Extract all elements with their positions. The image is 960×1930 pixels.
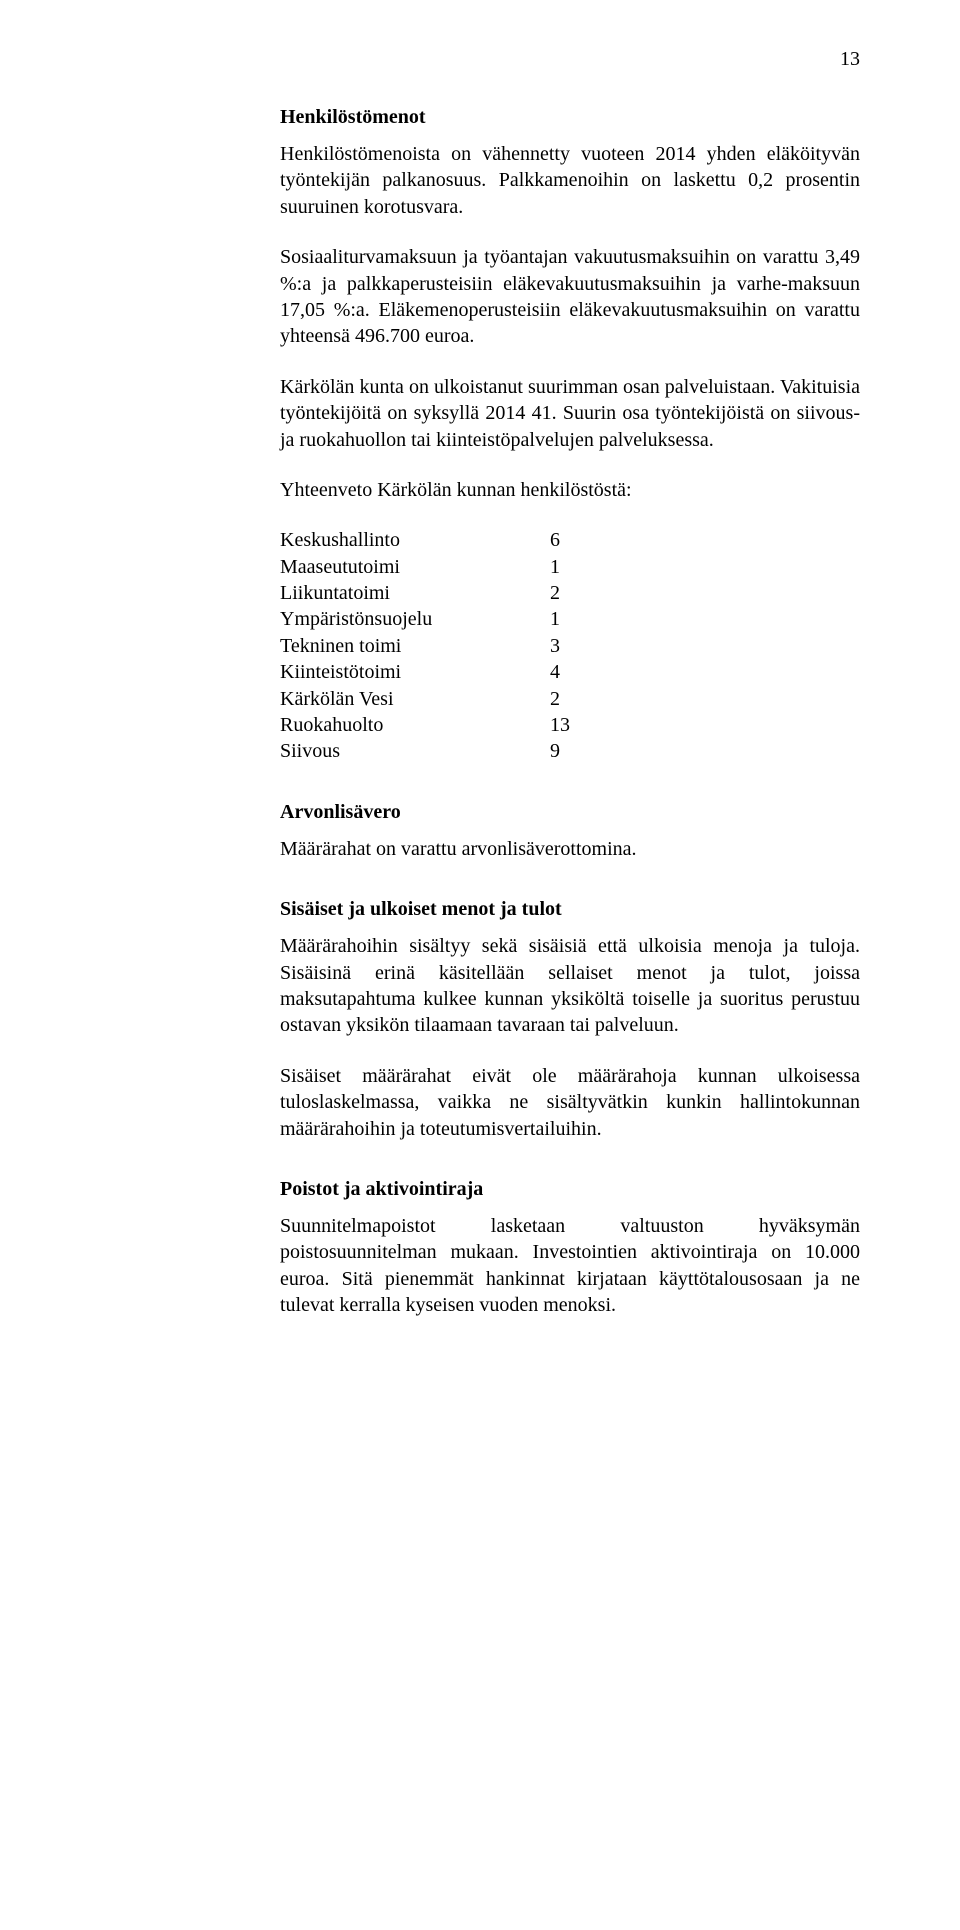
table-row: Ruokahuolto 13 (280, 712, 860, 738)
table-row: Tekninen toimi 3 (280, 633, 860, 659)
paragraph: Henkilöstömenoista on vähennetty vuoteen… (280, 141, 860, 220)
row-label: Maaseututoimi (280, 554, 550, 580)
paragraph: Suunnitelmapoistot lasketaan valtuuston … (280, 1213, 860, 1319)
row-value: 3 (550, 633, 590, 659)
row-label: Ruokahuolto (280, 712, 550, 738)
paragraph: Kärkölän kunta on ulkoistanut suurimman … (280, 374, 860, 453)
row-value: 2 (550, 686, 590, 712)
row-label: Liikuntatoimi (280, 580, 550, 606)
heading-arvonlisavero: Arvonlisävero (280, 801, 860, 824)
table-row: Kärkölän Vesi 2 (280, 686, 860, 712)
row-label: Kärkölän Vesi (280, 686, 550, 712)
row-label: Siivous (280, 738, 550, 764)
row-value: 2 (550, 580, 590, 606)
row-value: 13 (550, 712, 590, 738)
staff-table: Keskushallinto 6 Maaseututoimi 1 Liikunt… (280, 527, 860, 765)
table-row: Maaseututoimi 1 (280, 554, 860, 580)
table-row: Siivous 9 (280, 738, 860, 764)
paragraph: Sisäiset määrärahat eivät ole määrärahoj… (280, 1063, 860, 1142)
row-value: 1 (550, 606, 590, 632)
row-value: 1 (550, 554, 590, 580)
heading-sisaiset: Sisäiset ja ulkoiset menot ja tulot (280, 898, 860, 921)
heading-henkilostomenot: Henkilöstömenot (280, 106, 860, 129)
table-row: Kiinteistötoimi 4 (280, 659, 860, 685)
row-value: 4 (550, 659, 590, 685)
table-row: Liikuntatoimi 2 (280, 580, 860, 606)
row-label: Ympäristönsuojelu (280, 606, 550, 632)
paragraph: Määrärahoihin sisältyy sekä sisäisiä ett… (280, 933, 860, 1039)
paragraph: Sosiaaliturvamaksuun ja työantajan vakuu… (280, 244, 860, 350)
row-value: 9 (550, 738, 590, 764)
page-number: 13 (840, 48, 860, 71)
document-page: 13 Henkilöstömenot Henkilöstömenoista on… (0, 0, 960, 1930)
table-row: Ympäristönsuojelu 1 (280, 606, 860, 632)
heading-poistot: Poistot ja aktivointiraja (280, 1178, 860, 1201)
paragraph: Määrärahat on varattu arvonlisäverottomi… (280, 836, 860, 862)
row-label: Kiinteistötoimi (280, 659, 550, 685)
paragraph: Yhteenveto Kärkölän kunnan henkilöstöstä… (280, 477, 860, 503)
row-label: Tekninen toimi (280, 633, 550, 659)
row-label: Keskushallinto (280, 527, 550, 553)
row-value: 6 (550, 527, 590, 553)
spacer (280, 50, 860, 70)
table-row: Keskushallinto 6 (280, 527, 860, 553)
